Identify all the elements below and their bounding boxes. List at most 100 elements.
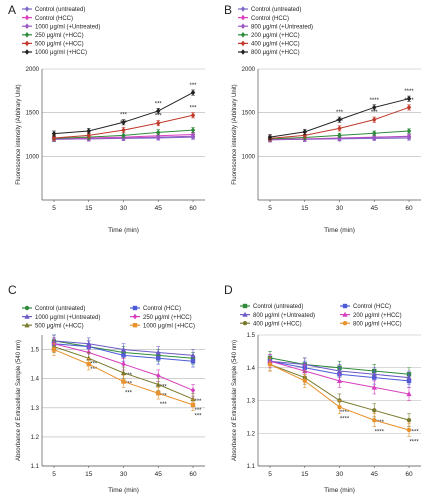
legend-marker (132, 313, 138, 320)
legend-label: 800 μg/ml (+Untreated) (253, 313, 315, 319)
x-tick-label: 60 (405, 205, 413, 212)
significance-label: **** (375, 420, 385, 426)
x-tick-label: 15 (85, 471, 93, 478)
y-tick-label: 1.4 (247, 366, 256, 372)
chart-panel-b: B Control (untreated) Control (HCC) 800 μg/… (224, 3, 421, 234)
y-tick-label: 1000 (26, 154, 40, 160)
y-axis-title: Absorbance of Extracellular Sample (540 … (16, 340, 22, 461)
data-point (406, 374, 412, 380)
legend-label: 500 μg/ml (+HCC) (35, 42, 84, 48)
legend-label: Control (untreated) (251, 7, 301, 13)
data-point (120, 346, 127, 352)
data-point (372, 130, 377, 136)
data-point (156, 372, 161, 379)
y-axis-title: Absorbance of Extracellular Sample (540 … (232, 340, 238, 461)
chart-panel-c: C Control (untreated) Control (HCC) 1000 μg… (8, 283, 205, 494)
significance-label: **** (340, 417, 350, 423)
legend-marker (240, 6, 246, 12)
x-tick-label: 15 (85, 205, 93, 212)
significance-label: *** (125, 390, 133, 396)
data-point (51, 135, 57, 141)
legend-label: 1000 μg/ml (+Untreated) (35, 315, 100, 321)
data-point (120, 370, 127, 376)
data-point (406, 133, 412, 140)
x-tick-label: 45 (371, 471, 379, 478)
data-point (302, 378, 307, 384)
data-point (406, 104, 412, 111)
data-point (372, 417, 377, 423)
x-tick-label: 60 (189, 471, 197, 478)
x-tick-label: 60 (189, 205, 197, 212)
legend-marker (240, 40, 246, 47)
data-point (156, 108, 161, 114)
x-tick-label: 30 (336, 471, 344, 478)
significance-label: **** (370, 98, 380, 104)
legend-marker (24, 6, 30, 12)
y-tick-label: 1.1 (31, 464, 40, 470)
significance-label: *** (160, 402, 168, 408)
data-point (406, 427, 412, 433)
legend-label: 500 μg/ml (+HCC) (35, 323, 84, 329)
y-tick-label: 1.2 (247, 431, 256, 437)
data-point (406, 391, 412, 397)
data-point (372, 104, 377, 111)
legend-label: 800 μg/ml (+Untreated) (251, 24, 313, 30)
legend-label: 400 μg/ml (+HCC) (253, 321, 302, 327)
legend-marker (24, 313, 30, 319)
significance-label: *** (160, 385, 168, 391)
x-tick-label: 15 (301, 205, 309, 212)
y-tick-label: 1.5 (247, 333, 256, 339)
data-point (302, 361, 308, 367)
data-point (190, 402, 196, 408)
legend-marker (342, 311, 348, 317)
significance-label: **** (409, 430, 419, 436)
x-tick-label: 15 (301, 471, 309, 478)
legend-marker (24, 40, 30, 47)
panel-label: C (8, 283, 17, 297)
y-tick-label: 1.1 (247, 464, 256, 470)
y-axis-title: Fluorescence intensity (Arbitrary Unit) (232, 84, 238, 184)
x-tick-label: 30 (120, 471, 128, 478)
significance-label: *** (336, 110, 344, 116)
legend-label: Control (untreated) (35, 306, 85, 312)
legend-label: 250 μg/ml (+HCC) (143, 315, 192, 321)
significance-label: *** (120, 113, 128, 119)
legend-marker (132, 305, 138, 311)
data-point (406, 417, 412, 423)
legend-marker (342, 303, 348, 309)
legend-label: 200 μg/ml (+HCC) (353, 313, 402, 319)
x-tick-label: 45 (155, 205, 163, 212)
legend-label: 200 μg/ml (+HCC) (251, 33, 300, 39)
data-point (337, 125, 342, 132)
data-point (337, 116, 342, 123)
series-4: *** *** *** (51, 106, 197, 141)
x-tick-label: 45 (155, 471, 163, 478)
x-axis-title: Time (min) (108, 227, 139, 234)
data-point (337, 404, 342, 410)
data-point (337, 132, 342, 139)
data-point (121, 379, 126, 384)
x-tick-label: 5 (268, 205, 272, 212)
significance-label: *** (155, 114, 163, 120)
data-point (86, 340, 92, 346)
legend-marker (242, 303, 248, 309)
y-tick-label: 1.3 (31, 406, 40, 412)
significance-label: *** (125, 382, 133, 388)
data-point (121, 132, 126, 139)
legend-marker (24, 23, 30, 29)
significance-label: *** (90, 367, 98, 373)
data-point (155, 381, 161, 387)
x-tick-label: 5 (268, 471, 272, 478)
data-point (155, 349, 161, 355)
x-tick-label: 60 (405, 471, 413, 478)
data-point (267, 134, 273, 140)
significance-label: *** (371, 110, 379, 116)
x-axis-title: Time (min) (324, 487, 355, 494)
y-tick-label: 2000 (26, 67, 40, 73)
legend-marker (24, 14, 30, 21)
data-point (86, 128, 91, 134)
x-tick-label: 5 (52, 205, 56, 212)
legend-label: Control (untreated) (253, 304, 303, 310)
data-point (51, 130, 57, 137)
